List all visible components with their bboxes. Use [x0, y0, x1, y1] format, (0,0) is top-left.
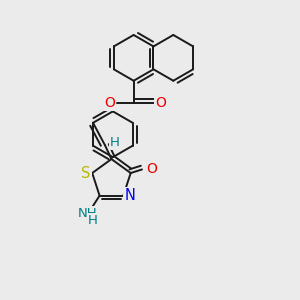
Text: H: H [110, 136, 120, 149]
Text: S: S [81, 166, 90, 181]
Text: O: O [146, 163, 157, 176]
Text: NH: NH [78, 207, 98, 220]
Text: H: H [88, 214, 98, 227]
Text: O: O [155, 96, 166, 110]
Text: O: O [104, 96, 115, 110]
Text: N: N [124, 188, 135, 203]
